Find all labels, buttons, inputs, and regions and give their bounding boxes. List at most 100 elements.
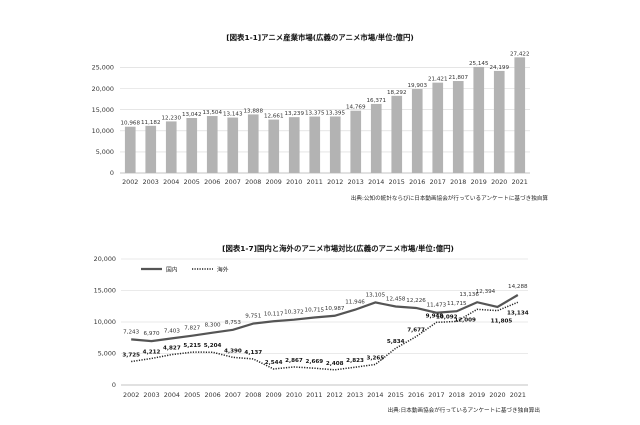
overseas-data-label: 4,212 [143, 349, 161, 355]
bar-2014 [370, 103, 382, 173]
line-y-tick-label: 20,000 [94, 255, 116, 263]
bar-2004 [165, 121, 177, 173]
overseas-data-label: 5,834 [387, 339, 405, 345]
series-line-domestic [131, 294, 519, 343]
bar-2010 [288, 117, 300, 173]
line-x-tick-label: 2012 [327, 391, 343, 399]
bar-value-label: 11,182 [141, 120, 161, 126]
domestic-data-label: 12,458 [386, 297, 406, 303]
bar-chart-x-axis: 2002 2003 2004 2005 2006 2007 2008 2009 2010 2011… [122, 178, 528, 186]
domestic-data-label: 10,987 [325, 306, 345, 312]
line-chart-y-axis: 0 5,000 10,000 15,000 20,000 [94, 255, 116, 389]
overseas-data-label: 4,390 [224, 348, 242, 354]
bar-value-label: 13,504 [202, 110, 222, 116]
bar-y-tick-label: 5,000 [96, 148, 114, 156]
overseas-data-label: 5,204 [204, 343, 222, 349]
overseas-data-label: 5,215 [183, 343, 201, 349]
bar-2003 [145, 125, 157, 173]
bar-2008 [247, 114, 259, 173]
line-y-tick-label: 10,000 [94, 318, 116, 326]
line-x-tick-label: 2008 [245, 391, 261, 399]
line-x-tick-label: 2003 [143, 391, 159, 399]
bar-y-tick-label: 10,000 [92, 127, 114, 135]
legend-label-overseas: 海外 [217, 266, 229, 274]
bar-2009 [268, 119, 280, 173]
line-chart-legend: 国内 海外 [141, 266, 229, 274]
bar-2019 [473, 66, 485, 173]
overseas-data-label: 2,867 [285, 358, 303, 364]
bar-value-label: 10,968 [120, 121, 140, 127]
line-x-tick-label: 2019 [469, 391, 485, 399]
line-y-tick-label: 15,000 [94, 287, 116, 295]
overseas-data-label: 10,092 [436, 314, 458, 320]
bar-2018 [452, 81, 464, 173]
bar-value-label: 13,143 [223, 112, 243, 118]
overseas-data-label: 2,544 [265, 360, 283, 366]
bar-2006 [206, 116, 218, 173]
bar-x-tick-label: 2013 [348, 178, 364, 186]
bar-chart-gridlines [120, 67, 530, 174]
domestic-data-label: 10,117 [264, 311, 284, 317]
bar-x-tick-label: 2009 [266, 178, 282, 186]
domestic-data-label: 12,226 [406, 298, 426, 304]
series-line-overseas [131, 301, 519, 371]
bar-x-tick-label: 2016 [409, 178, 425, 186]
bar-2005 [186, 117, 198, 173]
bar-2017 [432, 82, 444, 173]
line-chart-gridlines [121, 258, 528, 386]
bar-x-tick-label: 2019 [471, 178, 487, 186]
line-x-tick-label: 2009 [265, 391, 281, 399]
domestic-data-label: 11,473 [427, 303, 447, 309]
bar-y-tick-label: 0 [110, 169, 114, 177]
line-x-tick-label: 2020 [489, 391, 505, 399]
domestic-data-label: 13,105 [366, 292, 386, 298]
overseas-data-label: 2,408 [326, 361, 344, 367]
line-x-tick-label: 2018 [449, 391, 465, 399]
bar-chart-source: 出典:公知の統計ならびに日本動画協会が行っているアンケートに基づき独自算 [351, 194, 549, 202]
domestic-data-label: 14,288 [508, 284, 528, 290]
bar-x-tick-label: 2021 [512, 178, 528, 186]
bar-y-tick-label: 25,000 [92, 64, 114, 72]
overseas-data-label: 4,827 [163, 346, 181, 352]
bar-chart-title: [図表1-1]アニメ産業市場(広義のアニメ市場/単位:億円) [226, 33, 413, 42]
bar-x-tick-label: 2008 [245, 178, 261, 186]
bar-y-tick-label: 20,000 [92, 85, 114, 93]
bar-value-label: 13,395 [325, 110, 345, 116]
bar-2002 [124, 126, 136, 173]
bar-2013 [350, 110, 362, 173]
domestic-data-label: 6,970 [144, 331, 160, 337]
bar-value-label: 13,375 [305, 111, 325, 117]
bar-value-label: 12,230 [161, 115, 181, 121]
overseas-data-label: 11,805 [491, 319, 513, 325]
overseas-data-label: 4,137 [244, 350, 262, 356]
line-y-tick-label: 5,000 [98, 350, 116, 358]
bar-x-tick-label: 2003 [143, 178, 159, 186]
domestic-data-label: 7,243 [123, 329, 139, 335]
line-x-tick-label: 2004 [164, 391, 180, 399]
domestic-data-label: 11,715 [447, 301, 467, 307]
line-x-tick-label: 2021 [510, 391, 526, 399]
overseas-data-label: 12,009 [454, 317, 476, 323]
bar-2011 [309, 116, 321, 173]
domestic-data-label: 9,751 [245, 314, 261, 320]
bar-y-tick-label: 15,000 [92, 106, 114, 114]
line-chart-source: 出典:日本動画協会が行っているアンケートに基づき独自算出 [388, 406, 540, 414]
line-y-tick-label: 0 [112, 381, 116, 389]
line-x-tick-label: 2017 [428, 391, 444, 399]
domestic-data-label: 7,403 [164, 328, 180, 334]
line-chart-data-labels: 7,243 6,970 7,403 7,827 8,300 8,753 9,751 10,11… [122, 284, 528, 367]
domestic-data-label: 10,715 [305, 307, 325, 313]
line-x-tick-label: 2007 [225, 391, 241, 399]
domestic-data-label: 12,394 [476, 289, 496, 295]
bar-value-label: 21,807 [448, 75, 468, 81]
bar-x-tick-label: 2018 [450, 178, 466, 186]
bar-value-label: 13,888 [243, 108, 263, 114]
bar-x-tick-label: 2005 [184, 178, 200, 186]
bar-2007 [227, 117, 239, 173]
line-chart-title: [図表1-7]国内と海外のアニメ市場対比(広義のアニメ市場/単位:億円) [222, 244, 454, 253]
bar-value-label: 18,292 [387, 90, 407, 96]
bar-x-tick-label: 2014 [368, 178, 384, 186]
bar-2015 [391, 95, 403, 173]
line-x-tick-label: 2014 [367, 391, 383, 399]
